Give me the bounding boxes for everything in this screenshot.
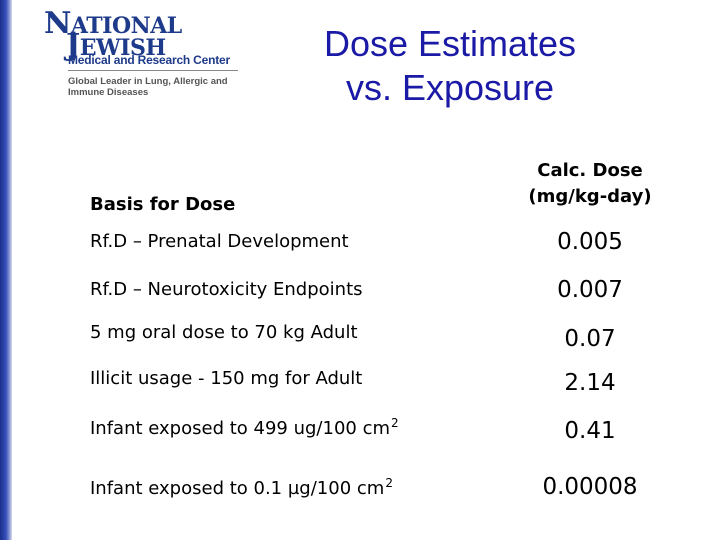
column-header-basis: Basis for Dose xyxy=(90,194,236,215)
logo-line-national: NATIONAL xyxy=(44,6,182,41)
national-jewish-logo: NATIONAL JEWISH Medical and Research Cen… xyxy=(44,6,244,106)
row-value: 0.41 xyxy=(564,418,616,444)
table-row: Infant exposed to 499 ug/100 cm2 0.41 xyxy=(90,416,710,456)
row-label: Rf.D – Neurotoxicity Endpoints xyxy=(90,279,363,300)
row-label: 5 mg oral dose to 70 kg Adult xyxy=(90,322,358,343)
superscript-2: 2 xyxy=(385,476,393,490)
row-label: Illicit usage - 150 mg for Adult xyxy=(90,368,363,389)
row-label: Infant exposed to 0.1 µg/100 cm2 xyxy=(90,476,393,499)
row-label: Infant exposed to 499 ug/100 cm2 xyxy=(90,416,399,439)
slide-title-line2: vs. Exposure xyxy=(345,67,555,108)
row-value: 2.14 xyxy=(564,370,616,396)
logo-line-jewish: JEWISH xyxy=(66,28,166,63)
table-row: 5 mg oral dose to 70 kg Adult 0.07 xyxy=(90,322,710,362)
row-label: Rf.D – Prenatal Development xyxy=(90,231,349,252)
row-value: 0.007 xyxy=(557,277,623,303)
logo-divider xyxy=(68,70,238,71)
superscript-2: 2 xyxy=(391,416,399,430)
slide-title: Dose Estimates vs. Exposure xyxy=(270,22,630,110)
column-header-calc-dose: Calc. Dose (mg/kg-day) xyxy=(500,158,680,210)
column-header-calc-line2: (mg/kg-day) xyxy=(528,186,652,207)
logo-subtitle: Medical and Research Center xyxy=(68,53,230,67)
table-row: Rf.D – Prenatal Development 0.005 xyxy=(90,229,710,269)
row-value: 0.07 xyxy=(564,326,616,352)
table-row: Illicit usage - 150 mg for Adult 2.14 xyxy=(90,368,710,408)
column-header-calc-line1: Calc. Dose xyxy=(537,160,643,181)
table-row: Rf.D – Neurotoxicity Endpoints 0.007 xyxy=(90,277,710,317)
side-accent-bar xyxy=(0,0,12,540)
table-row: Infant exposed to 0.1 µg/100 cm2 0.00008 xyxy=(90,474,710,514)
row-value: 0.005 xyxy=(557,229,623,255)
row-value: 0.00008 xyxy=(542,474,638,500)
logo-tagline: Global Leader in Lung, Allergic and Immu… xyxy=(68,76,228,98)
slide-title-line1: Dose Estimates xyxy=(323,23,577,64)
